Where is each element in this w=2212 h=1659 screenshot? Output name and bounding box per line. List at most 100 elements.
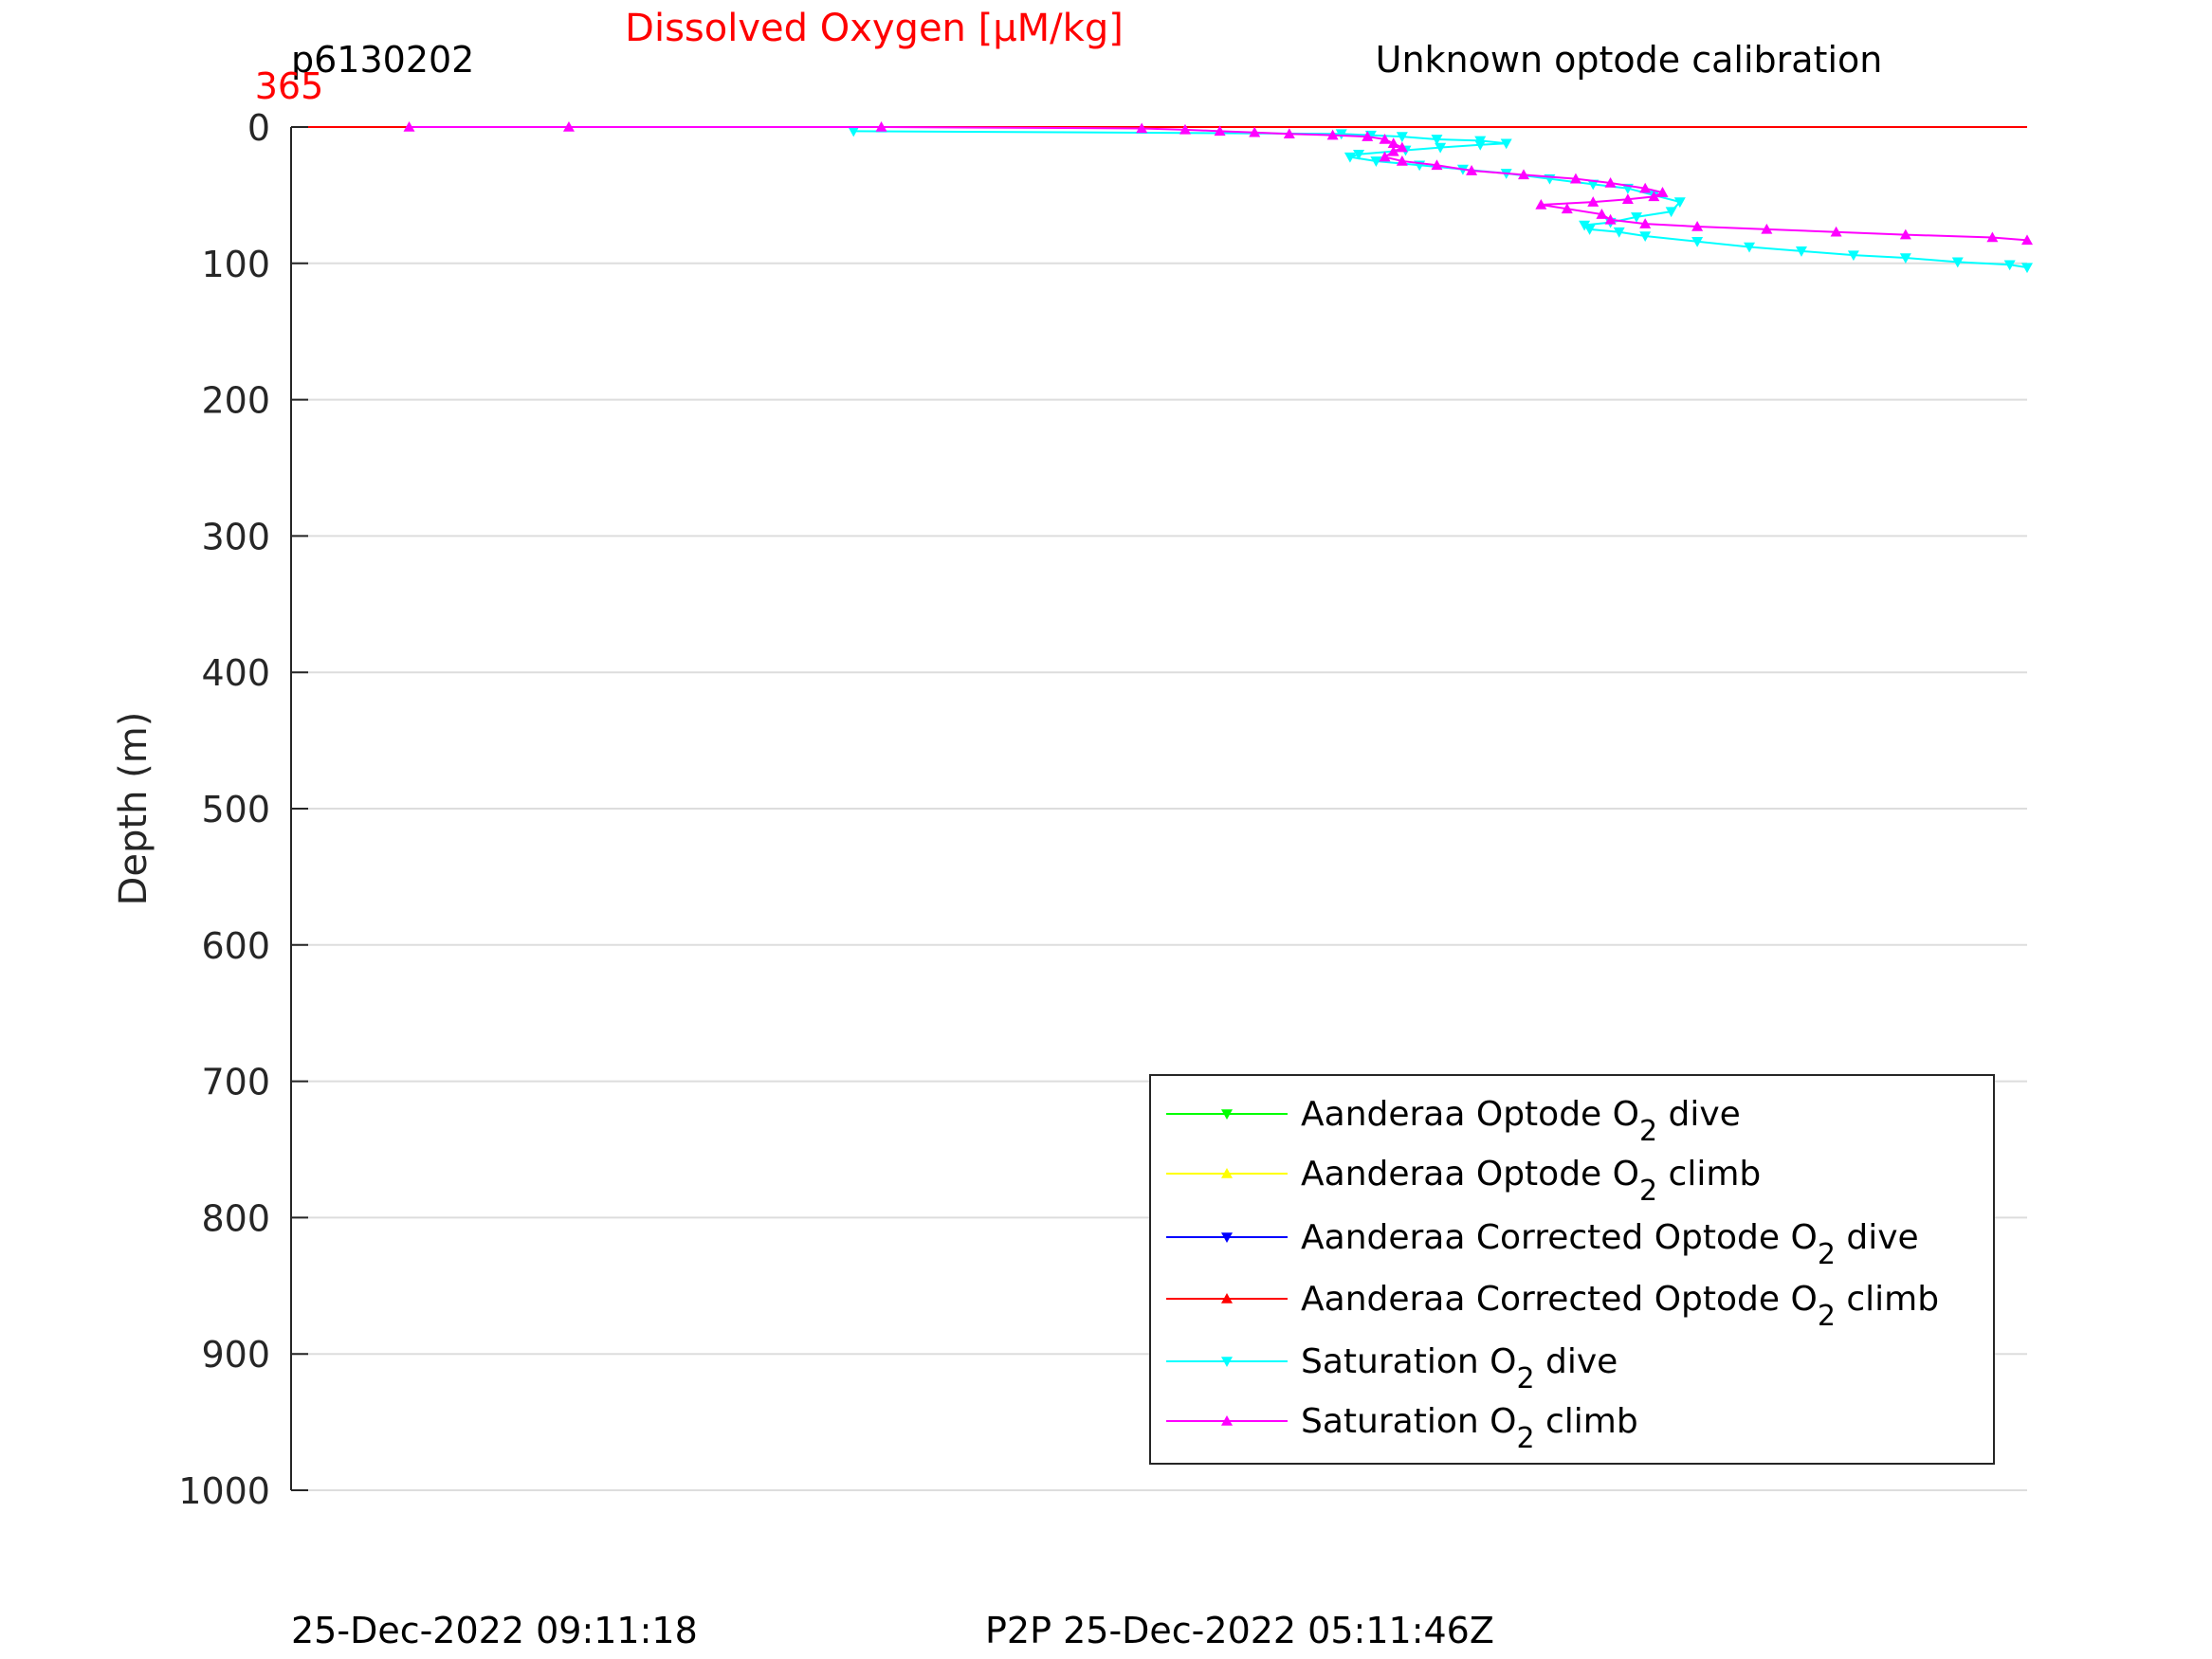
legend-entry: Aanderaa Optode O2 climb xyxy=(1166,1155,1761,1208)
data-point xyxy=(1621,193,1634,205)
data-point xyxy=(1396,155,1408,166)
legend-box xyxy=(1149,1074,1995,1465)
series-5 xyxy=(403,121,2033,246)
data-point xyxy=(1761,223,1773,234)
data-point xyxy=(1899,228,1911,240)
data-point xyxy=(1656,187,1669,197)
y-tick-label: 0 xyxy=(247,107,270,149)
data-point xyxy=(1387,137,1399,149)
data-point xyxy=(1353,149,1365,160)
data-point xyxy=(1344,152,1356,163)
data-point xyxy=(2021,263,2033,274)
legend: Aanderaa Optode O2 dive Aanderaa Optode O… xyxy=(1149,1074,1995,1465)
legend-marker xyxy=(1221,1168,1233,1178)
data-point xyxy=(1561,203,1573,214)
data-point xyxy=(1249,126,1261,137)
legend-entry: Aanderaa Corrected Optode O2 dive xyxy=(1166,1218,1919,1271)
data-point xyxy=(1847,250,1859,262)
data-point xyxy=(1744,242,1756,253)
y-tick-label: 1000 xyxy=(178,1470,270,1512)
left-header: p6130202 xyxy=(291,39,474,81)
y-tick-label: 200 xyxy=(201,380,270,422)
legend-entry: Saturation O2 climb xyxy=(1166,1402,1638,1455)
data-point xyxy=(1639,231,1652,243)
data-point xyxy=(1648,191,1660,202)
footer-p2p: P2P 25-Dec-2022 05:11:46Z xyxy=(985,1610,1494,1651)
y-tick-label: 100 xyxy=(201,244,270,285)
legend-label: Aanderaa Corrected Optode O2 climb xyxy=(1301,1280,1939,1333)
legend-label: Aanderaa Optode O2 dive xyxy=(1301,1095,1741,1148)
data-point xyxy=(1587,179,1600,191)
x-tick-label: 365 xyxy=(255,65,324,107)
data-point xyxy=(562,121,575,132)
data-point xyxy=(1335,129,1347,140)
data-point xyxy=(1535,198,1547,210)
y-ticks: 0 100 200 300 400 500 600 700 800 900 1000 xyxy=(178,107,308,1512)
data-point xyxy=(1500,138,1512,150)
y-axis-label: Depth (m) xyxy=(112,712,155,906)
data-point xyxy=(1518,169,1530,180)
data-point xyxy=(1466,165,1478,175)
data-point xyxy=(1899,253,1911,264)
data-point xyxy=(1830,226,1842,237)
y-tick-label: 600 xyxy=(201,925,270,967)
legend-marker xyxy=(1221,1293,1233,1304)
data-point xyxy=(1431,135,1443,145)
data-point xyxy=(1613,227,1625,238)
data-point xyxy=(1370,156,1382,167)
data-point xyxy=(1691,236,1704,247)
data-point xyxy=(1691,220,1704,231)
data-point xyxy=(1639,218,1652,228)
data-point xyxy=(1604,213,1617,225)
legend-label: Saturation O2 climb xyxy=(1301,1402,1638,1455)
data-point xyxy=(1379,133,1391,144)
right-header: Unknown optode calibration xyxy=(1376,39,1883,81)
data-point xyxy=(1474,139,1487,151)
legend-entries: Aanderaa Optode O2 dive Aanderaa Optode O… xyxy=(1166,1095,1939,1455)
data-point xyxy=(1214,125,1226,137)
data-point xyxy=(1396,141,1408,153)
data-point xyxy=(1396,132,1408,143)
data-point xyxy=(2021,234,2033,246)
legend-label: Saturation O2 dive xyxy=(1301,1342,1618,1395)
data-point xyxy=(1604,176,1617,188)
series-4 xyxy=(848,126,2033,274)
data-point xyxy=(2003,260,2016,271)
data-point xyxy=(1326,129,1339,140)
data-point xyxy=(1136,122,1148,134)
legend-marker xyxy=(1221,1109,1233,1120)
data-point xyxy=(1579,220,1591,231)
series-lines xyxy=(291,121,2033,274)
legend-label: Aanderaa Corrected Optode O2 dive xyxy=(1301,1218,1919,1271)
data-point xyxy=(1673,197,1686,209)
y-tick-label: 300 xyxy=(201,516,270,557)
data-point xyxy=(1583,225,1596,235)
legend-entry: Saturation O2 dive xyxy=(1166,1342,1618,1395)
legend-entry: Aanderaa Corrected Optode O2 climb xyxy=(1166,1280,1939,1333)
series-line xyxy=(409,126,2028,242)
data-point xyxy=(1795,246,1807,257)
y-tick-label: 900 xyxy=(201,1334,270,1376)
legend-entry: Aanderaa Optode O2 dive xyxy=(1166,1095,1741,1148)
data-point xyxy=(1435,142,1447,154)
chart-title: Dissolved Oxygen [μM/kg] xyxy=(625,7,1124,50)
data-point xyxy=(1587,196,1600,207)
data-point xyxy=(1431,159,1443,171)
data-point xyxy=(1569,173,1581,184)
data-point xyxy=(1283,128,1295,138)
data-point xyxy=(1986,231,1999,243)
data-point xyxy=(1631,212,1643,223)
data-point xyxy=(1387,145,1399,156)
data-point xyxy=(1665,207,1677,218)
data-point xyxy=(1362,131,1374,141)
y-tick-label: 500 xyxy=(201,789,270,830)
data-point xyxy=(1596,209,1608,219)
y-tick-label: 700 xyxy=(201,1062,270,1103)
data-point xyxy=(848,126,860,137)
data-point xyxy=(875,121,887,132)
legend-marker xyxy=(1221,1232,1233,1243)
legend-marker xyxy=(1221,1415,1233,1426)
y-tick-label: 800 xyxy=(201,1197,270,1239)
legend-marker xyxy=(1221,1357,1233,1367)
